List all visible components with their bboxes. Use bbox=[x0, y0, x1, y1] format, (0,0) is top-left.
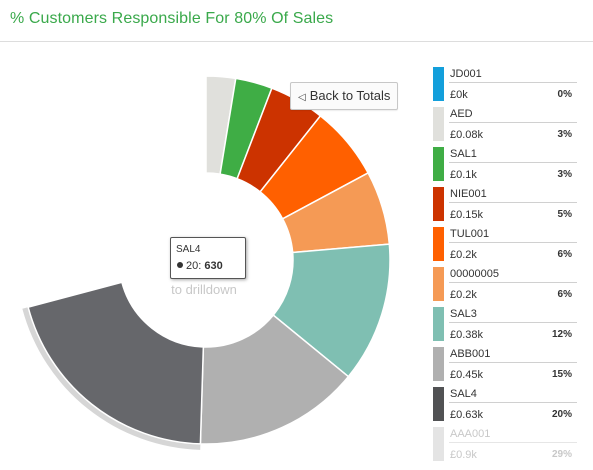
legend-swatch bbox=[433, 227, 444, 261]
legend-divider bbox=[449, 162, 577, 163]
legend-divider bbox=[449, 82, 577, 83]
legend-divider bbox=[449, 362, 577, 363]
legend-swatch bbox=[433, 267, 444, 301]
legend-divider bbox=[449, 282, 577, 283]
legend-item[interactable]: 00000005 £0.2k 6% bbox=[433, 267, 577, 307]
page-title: % Customers Responsible For 80% Of Sales bbox=[10, 10, 334, 27]
legend-item-percent: 5% bbox=[557, 209, 572, 220]
legend-item-amount: £0.45k bbox=[450, 369, 484, 381]
legend-swatch bbox=[433, 107, 444, 141]
legend-item[interactable]: AAA001 £0.9k 29% bbox=[433, 427, 577, 467]
legend-divider bbox=[449, 202, 577, 203]
title-divider bbox=[0, 41, 593, 42]
legend-item-amount: £0.1k bbox=[450, 169, 477, 181]
legend-item-name: 00000005 bbox=[450, 268, 499, 280]
legend-item-name: AAA001 bbox=[450, 428, 491, 440]
back-to-totals-label: Back to Totals bbox=[309, 88, 391, 103]
legend-item[interactable]: AED £0.08k 3% bbox=[433, 107, 577, 147]
legend-item[interactable]: JD001 £0k 0% bbox=[433, 67, 577, 107]
legend-item-name: AED bbox=[450, 108, 473, 120]
legend-item[interactable]: SAL1 £0.1k 3% bbox=[433, 147, 577, 187]
legend-item-amount: £0.9k bbox=[450, 449, 477, 461]
legend-item-amount: £0k bbox=[450, 89, 468, 101]
legend-swatch bbox=[433, 427, 444, 461]
legend-item-name: NIE001 bbox=[450, 188, 487, 200]
legend-divider bbox=[449, 242, 577, 243]
legend-item-name: ABB001 bbox=[450, 348, 491, 360]
legend-item-percent: 0% bbox=[557, 89, 572, 100]
legend-item-amount: £0.08k bbox=[450, 129, 484, 141]
legend-item-percent: 3% bbox=[557, 129, 572, 140]
donut-chart: Click slices to drilldown bbox=[0, 50, 420, 470]
legend-item[interactable]: SAL3 £0.38k 12% bbox=[433, 307, 577, 347]
legend-item-amount: £0.63k bbox=[450, 409, 484, 421]
legend-item-amount: £0.15k bbox=[450, 209, 484, 221]
legend-item[interactable]: ABB001 £0.45k 15% bbox=[433, 347, 577, 387]
back-to-totals-button[interactable]: ◁ Back to Totals bbox=[290, 82, 399, 110]
legend-item-name: TUL001 bbox=[450, 228, 490, 240]
legend-item[interactable]: TUL001 £0.2k 6% bbox=[433, 227, 577, 267]
legend-swatch bbox=[433, 387, 444, 421]
legend-swatch bbox=[433, 187, 444, 221]
legend-divider bbox=[449, 442, 577, 443]
slice-sal4[interactable] bbox=[27, 281, 205, 445]
legend-item-name: SAL1 bbox=[450, 148, 477, 160]
legend-item-percent: 6% bbox=[557, 289, 572, 300]
legend-swatch bbox=[433, 67, 444, 101]
legend-item-amount: £0.2k bbox=[450, 289, 477, 301]
back-arrow-icon: ◁ bbox=[298, 92, 306, 103]
legend-swatch bbox=[433, 307, 444, 341]
tooltip-value: 630 bbox=[204, 260, 223, 272]
legend-swatch bbox=[433, 347, 444, 381]
tooltip-bullet-icon bbox=[177, 262, 183, 268]
legend-item-name: JD001 bbox=[450, 68, 482, 80]
legend-divider bbox=[449, 402, 577, 403]
legend-item-name: SAL3 bbox=[450, 308, 477, 320]
legend-item[interactable]: NIE001 £0.15k 5% bbox=[433, 187, 577, 227]
tooltip-series-name: SAL4 bbox=[176, 244, 201, 255]
legend-swatch bbox=[433, 147, 444, 181]
drilldown-hint-line2: to drilldown bbox=[171, 282, 237, 297]
legend-item-percent: 3% bbox=[557, 169, 572, 180]
legend-item-percent: 12% bbox=[551, 329, 572, 340]
tooltip-label: 20: bbox=[186, 260, 202, 272]
legend-item-percent: 29% bbox=[551, 449, 572, 460]
donut-chart-svg bbox=[22, 75, 391, 450]
legend-item-percent: 6% bbox=[557, 249, 572, 260]
legend-divider bbox=[449, 322, 577, 323]
legend-item[interactable]: SAL4 £0.63k 20% bbox=[433, 387, 577, 427]
legend-item-amount: £0.2k bbox=[450, 249, 477, 261]
legend-item-name: SAL4 bbox=[450, 388, 477, 400]
chart-tooltip: SAL4 20: 630 bbox=[170, 237, 246, 279]
tooltip-row: 20: 630 bbox=[177, 260, 223, 272]
legend-item-amount: £0.38k bbox=[450, 329, 484, 341]
legend-item-percent: 20% bbox=[551, 409, 572, 420]
chart-legend: JD001 £0k 0% AED £0.08k 3% SAL1 £0.1k 3% NIE001 £0… bbox=[433, 67, 577, 467]
legend-item-percent: 15% bbox=[551, 369, 572, 380]
legend-divider bbox=[449, 122, 577, 123]
